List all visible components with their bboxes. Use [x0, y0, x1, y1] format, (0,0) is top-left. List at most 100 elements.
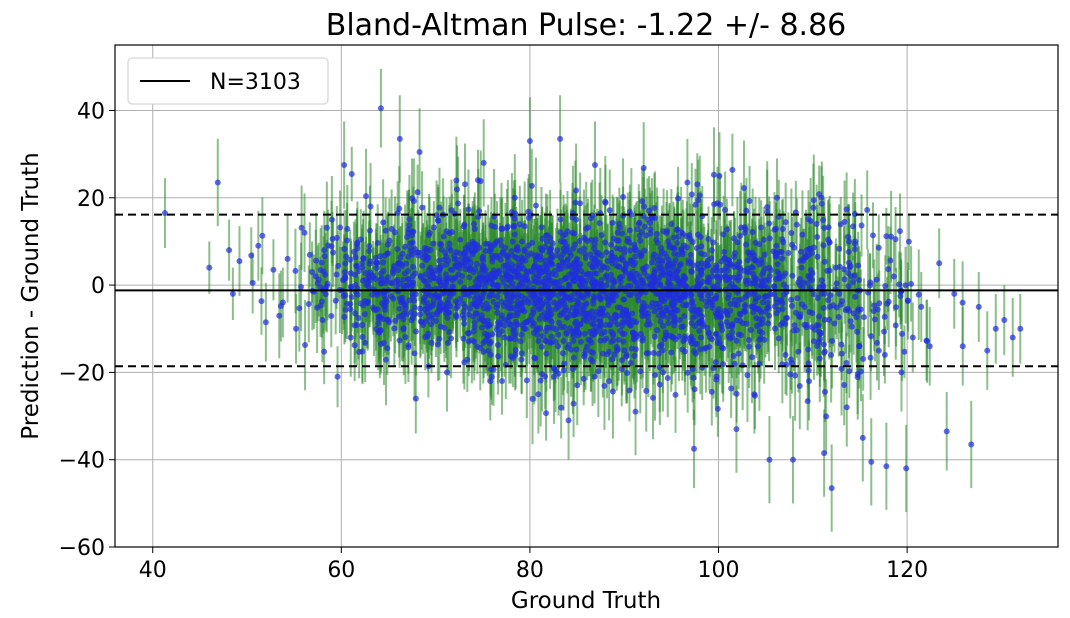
data-point-1456	[528, 312, 535, 319]
data-point-1116	[595, 368, 602, 375]
data-point-2289	[747, 280, 754, 287]
data-point-2434	[229, 290, 236, 297]
data-point-1589	[620, 212, 627, 219]
data-point-362	[407, 279, 414, 286]
data-point-2330	[804, 280, 811, 287]
data-point-599	[408, 245, 415, 252]
data-point-1565	[574, 275, 581, 282]
data-point-712	[411, 297, 418, 304]
data-point-295	[430, 298, 437, 305]
data-point-1018	[618, 366, 625, 373]
data-point-1889	[764, 209, 771, 216]
data-point-2157	[636, 250, 643, 257]
data-point-887	[529, 269, 536, 276]
data-point-1210	[544, 284, 551, 291]
data-point-1129	[703, 303, 710, 310]
data-point-2296	[758, 260, 765, 267]
data-point-1243	[548, 251, 555, 258]
data-point-2345	[847, 318, 854, 325]
data-point-1944	[628, 257, 635, 264]
data-point-661	[443, 261, 450, 268]
data-point-2218	[762, 265, 769, 272]
data-point-225	[385, 274, 392, 281]
data-point-2402	[883, 233, 890, 240]
data-point-2203	[741, 308, 748, 315]
data-point-1091	[637, 368, 644, 375]
data-point-2091	[686, 232, 693, 239]
data-point-2220	[762, 293, 769, 300]
data-point-1513	[538, 224, 545, 231]
data-point-797	[376, 328, 383, 335]
data-point-1104	[466, 266, 473, 273]
data-point-1265	[566, 296, 573, 303]
data-point-1829	[598, 276, 605, 283]
data-point-2311	[800, 257, 807, 264]
data-point-2297	[761, 251, 768, 258]
data-point-2343	[794, 295, 801, 302]
data-point-2048	[720, 267, 727, 274]
data-point-1756	[655, 350, 662, 357]
data-point-1697	[651, 333, 658, 340]
data-point-355	[438, 263, 445, 270]
data-point-1118	[523, 277, 530, 284]
data-point-1957	[643, 321, 650, 328]
data-point-1900	[671, 250, 678, 257]
data-point-243	[391, 325, 398, 332]
data-point-2294	[858, 222, 865, 229]
data-point-416	[400, 310, 407, 317]
data-point-1384	[483, 300, 490, 307]
data-point-1560	[519, 322, 526, 329]
chart-title: Bland-Altman Pulse: -1.22 +/- 8.86	[326, 8, 847, 43]
data-point-1838	[714, 273, 721, 280]
data-point-2414	[810, 244, 817, 251]
data-point-2233	[764, 305, 771, 312]
data-point-2100	[738, 224, 745, 231]
data-point-1316	[535, 267, 542, 274]
data-point-2381	[818, 329, 825, 336]
data-point-1423	[475, 280, 482, 287]
data-point-883	[441, 256, 448, 263]
data-point-1369	[557, 216, 564, 223]
data-point-1508	[494, 323, 501, 330]
data-point-1558	[611, 351, 618, 358]
data-point-1548	[567, 252, 574, 259]
data-point-944	[465, 206, 472, 213]
data-point-699	[471, 225, 478, 232]
data-point-561	[511, 215, 518, 222]
data-point-1282	[649, 259, 656, 266]
data-point-1744	[687, 251, 694, 258]
data-point-1557	[498, 328, 505, 335]
data-point-147	[344, 237, 351, 244]
data-point-178	[373, 264, 380, 271]
data-point-2272	[797, 311, 804, 318]
data-point-556	[467, 305, 474, 312]
data-point-329	[396, 337, 403, 344]
data-point-1130	[604, 265, 611, 272]
data-point-1745	[657, 282, 664, 289]
data-point-56	[332, 297, 339, 304]
data-point-866	[451, 275, 458, 282]
data-point-2449	[347, 334, 354, 341]
data-point-200	[350, 248, 357, 255]
data-point-2126	[745, 249, 752, 256]
data-point-2273	[787, 371, 794, 378]
data-point-2025	[705, 329, 712, 336]
data-point-2167	[737, 265, 744, 272]
data-point-2229	[749, 290, 756, 297]
data-point-1305	[623, 353, 630, 360]
data-point-2269	[838, 365, 845, 372]
data-point-1556	[573, 304, 580, 311]
data-point-465	[457, 278, 464, 285]
data-point-2350	[867, 354, 874, 361]
data-point-2323	[869, 232, 876, 239]
data-point-1166	[603, 249, 610, 256]
data-point-1766	[632, 253, 639, 260]
data-point-2187	[816, 313, 823, 320]
data-point-1852	[720, 231, 727, 238]
data-point-1101	[527, 212, 534, 219]
data-point-318	[347, 256, 354, 263]
data-point-1299	[620, 296, 627, 303]
data-point-2432	[214, 179, 221, 186]
data-point-2331	[843, 359, 850, 366]
data-point-1319	[675, 195, 682, 202]
